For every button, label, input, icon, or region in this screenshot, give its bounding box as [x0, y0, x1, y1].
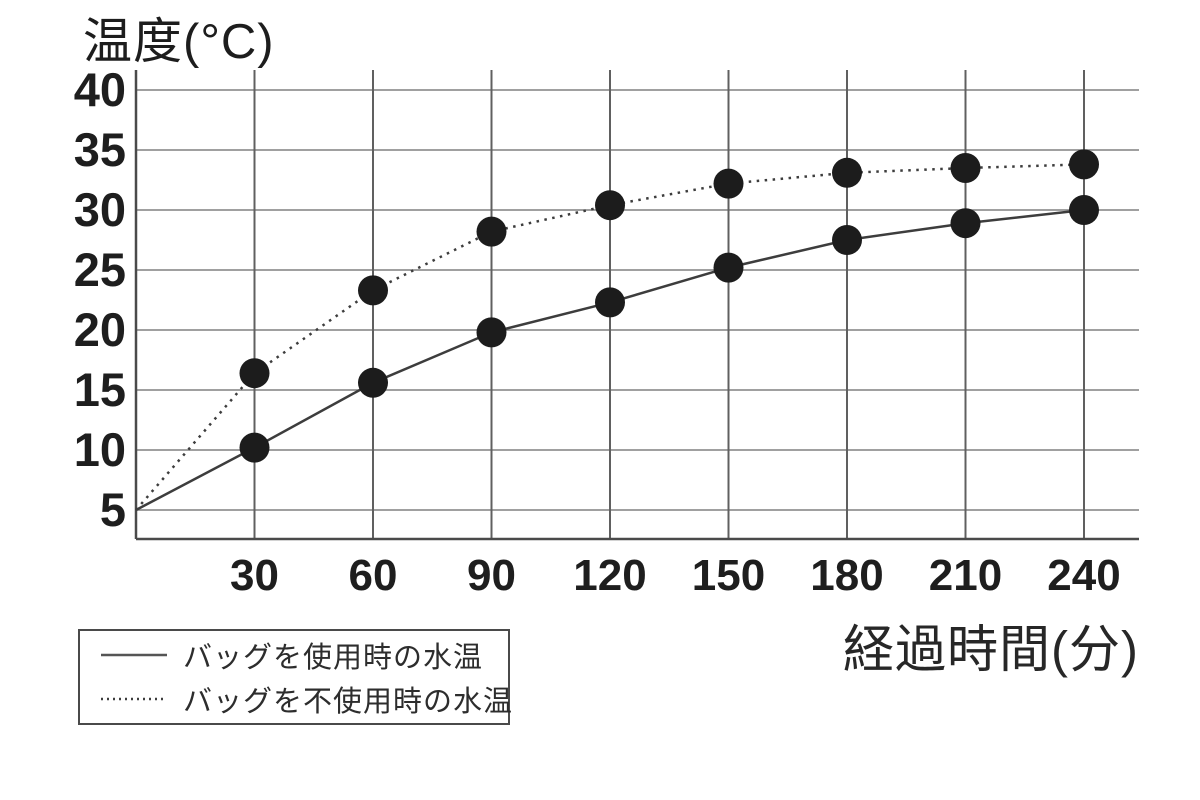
- x-tick-label: 30: [230, 551, 279, 600]
- y-tick-label: 15: [74, 363, 126, 416]
- data-point-marker: [713, 168, 744, 199]
- legend-item-bag-used: バッグを使用時の水温: [100, 634, 508, 676]
- data-point-marker: [595, 190, 625, 221]
- solid-line-swatch-icon: [101, 654, 167, 657]
- chart-legend: バッグを使用時の水温 バッグを不使用時の水温: [78, 629, 512, 725]
- x-tick-label: 180: [810, 551, 883, 600]
- chart-plot-area: 30 60 90 120 150 180 210 240 40 35 30 25 20 15 10 5: [74, 63, 1139, 600]
- data-point-marker: [358, 367, 388, 398]
- dotted-series-line: [135, 163, 1085, 511]
- y-tick-label: 10: [74, 423, 126, 476]
- x-axis-title: 経過時間(分): [843, 621, 1139, 678]
- legend-label-bag-used: バッグを使用時の水温: [183, 642, 484, 675]
- data-point-marker: [950, 208, 981, 239]
- data-point-marker: [595, 287, 625, 318]
- y-axis-title: 温度(°C): [83, 15, 275, 69]
- x-tick-label: 150: [692, 551, 765, 600]
- data-point-marker: [950, 153, 981, 183]
- dotted-line-swatch-icon: [101, 697, 167, 700]
- x-tick-label: 90: [467, 551, 516, 600]
- legend-item-bag-not-used: バッグを不使用時の水温: [100, 678, 512, 720]
- x-tick-label: 120: [573, 551, 646, 600]
- data-point-marker: [832, 225, 862, 255]
- data-point-marker: [1069, 149, 1099, 180]
- data-point-marker: [358, 275, 388, 306]
- y-tick-label: 5: [100, 483, 126, 536]
- x-tick-label: 210: [929, 551, 1002, 600]
- data-point-marker: [476, 317, 507, 348]
- data-point-marker: [713, 252, 744, 283]
- data-point-marker: [832, 157, 862, 188]
- y-tick-label: 35: [74, 123, 126, 176]
- data-point-marker: [239, 358, 270, 389]
- y-tick-label: 40: [74, 63, 126, 116]
- x-tick-label: 240: [1047, 551, 1120, 600]
- y-tick-label: 20: [74, 303, 126, 356]
- legend-label-bag-not-used: バッグを不使用時の水温: [183, 685, 514, 718]
- data-point-marker: [476, 216, 507, 247]
- data-point-marker: [1069, 195, 1099, 225]
- data-point-marker: [239, 432, 270, 463]
- x-tick-label: 60: [349, 551, 398, 600]
- y-tick-label: 30: [74, 183, 126, 236]
- y-tick-label: 25: [74, 243, 126, 296]
